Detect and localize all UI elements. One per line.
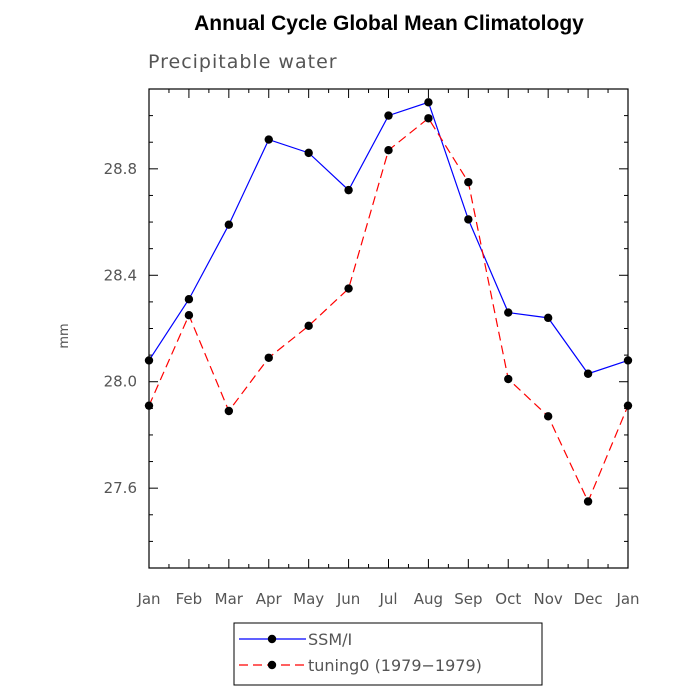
x-tick-label: Feb (176, 590, 203, 608)
x-tick-label: Apr (256, 590, 283, 608)
x-tick-label: Mar (215, 590, 244, 608)
data-point (224, 406, 234, 416)
data-point (623, 356, 633, 365)
data-point (504, 374, 513, 384)
legend-label: tuning0 (1979−1979) (308, 656, 482, 675)
data-point (344, 284, 353, 293)
x-tick-labels: Jan Feb Mar Apr May Jun Jul Aug Sep Oct Nov Dec Jan (136, 590, 639, 608)
series-layer (144, 98, 633, 506)
data-point (144, 401, 154, 410)
legend-marker (267, 634, 277, 644)
x-tick-label: Jun (336, 590, 360, 608)
x-tick-label: Aug (414, 590, 443, 608)
x-tick-label: May (293, 590, 324, 608)
data-point (424, 114, 433, 123)
data-point (184, 310, 194, 320)
data-point (184, 295, 194, 304)
legend: SSM/I tuning0 (1979−1979) (233, 622, 543, 686)
series-line (148, 117, 629, 503)
legend-marker (267, 660, 277, 670)
y-tick-label: 28.4 (104, 266, 137, 284)
data-point (543, 412, 553, 421)
chart-title: Annual Cycle Global Mean Climatology (194, 12, 584, 35)
data-point (144, 356, 154, 365)
x-tick-label: Jul (378, 590, 397, 608)
y-tick-labels: 27.6 28.0 28.4 28.8 (104, 160, 137, 497)
data-point (264, 135, 273, 144)
data-point (543, 313, 553, 323)
legend-label: SSM/I (308, 630, 352, 649)
x-tick-label: Oct (495, 590, 521, 608)
series-line (148, 101, 629, 375)
y-tick-label: 27.6 (104, 479, 137, 497)
series-group (144, 114, 633, 506)
x-tick-label: Dec (574, 590, 603, 608)
y-tick-label: 28.0 (104, 373, 137, 391)
x-tick-label: Nov (534, 590, 563, 608)
data-point (583, 497, 593, 506)
data-point (304, 321, 313, 331)
data-point (424, 98, 433, 107)
axis-ticks (148, 88, 629, 568)
x-tick-label: Sep (454, 590, 482, 608)
data-point (384, 111, 393, 120)
data-point (464, 177, 473, 187)
series-group (144, 98, 633, 378)
y-tick-label: 28.8 (104, 160, 137, 178)
y-axis-label: mm (57, 323, 72, 348)
data-point (304, 148, 313, 158)
data-point (623, 401, 633, 410)
data-point (464, 215, 473, 224)
chart-subtitle: Precipitable water (148, 51, 338, 73)
data-point (504, 308, 513, 317)
x-tick-label: Jan (136, 590, 160, 608)
data-point (583, 369, 593, 378)
data-point (384, 146, 393, 155)
legend-box (233, 622, 543, 686)
x-tick-label: Jan (615, 590, 639, 608)
data-point (224, 220, 234, 229)
data-point (264, 353, 273, 362)
data-point (344, 185, 353, 195)
